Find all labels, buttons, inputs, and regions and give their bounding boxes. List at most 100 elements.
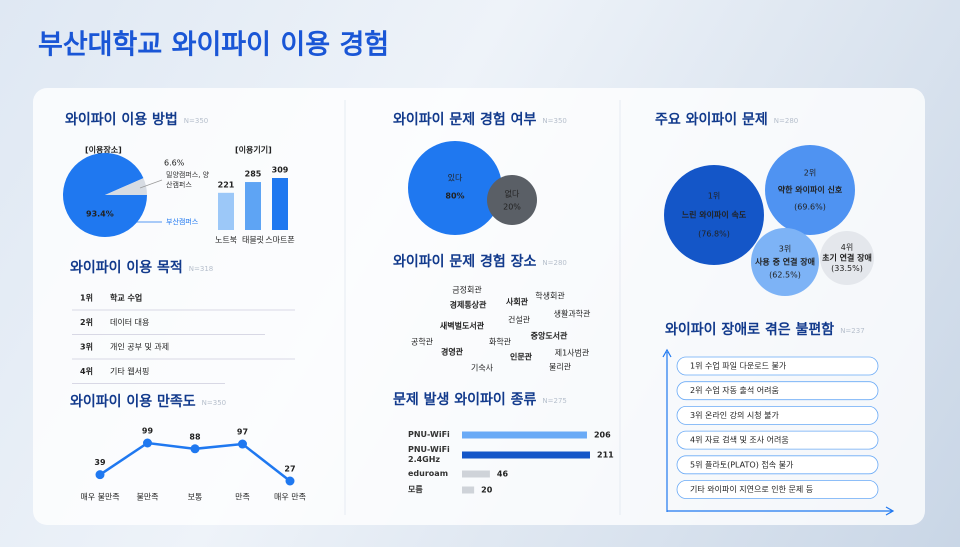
value-label: 39 <box>94 458 106 467</box>
x-tick-label: 만족 <box>235 493 250 502</box>
y-tick-label: 모름 <box>408 485 423 494</box>
item-text: 5위 플라토(PLATO) 접속 불가 <box>690 459 794 469</box>
bar <box>218 192 234 230</box>
value-label: 20 <box>481 486 493 495</box>
section-title: 와이파이 문제 경험 여부 <box>393 111 537 128</box>
section-title: 와이파이 장애로 겪은 불편함 <box>665 321 834 338</box>
x-tick-label: 불만족 <box>136 492 158 502</box>
rank: 2위 <box>80 317 93 327</box>
word: 경영관 <box>441 347 464 357</box>
value-label: 221 <box>218 180 235 189</box>
bar <box>245 182 261 230</box>
item-pill <box>676 381 879 401</box>
sample-size: N=350 <box>542 117 566 125</box>
sample-size: N=350 <box>184 117 208 125</box>
bar <box>462 431 587 439</box>
item-pill <box>676 480 879 499</box>
point <box>190 444 200 454</box>
chart-subtitle: [이용장소] <box>85 145 122 155</box>
problem-label: 느린 와이파이 속도 <box>682 210 747 220</box>
point <box>143 438 152 448</box>
sample-size: N=280 <box>774 117 798 125</box>
item-pill <box>676 405 879 425</box>
x-tick-label: 매우 불만족 <box>80 492 119 502</box>
item-pill <box>676 430 879 450</box>
bubble <box>408 141 502 235</box>
value-label: 206 <box>594 431 611 440</box>
value-label: 6.6% <box>164 159 185 168</box>
bubble-label: 있다 <box>448 173 463 183</box>
sample-size: N=275 <box>542 397 566 405</box>
bar <box>272 178 288 230</box>
word: 경제통상관 <box>450 300 487 310</box>
word: 물리관 <box>549 362 572 372</box>
bubble-value: 20% <box>503 203 521 212</box>
value-label: 99 <box>142 427 154 436</box>
word: 건설관 <box>508 315 531 325</box>
x-tick-label: 태블릿 <box>242 235 264 245</box>
x-tick-label: 매우 만족 <box>274 493 306 502</box>
purpose-item: 기타 웹서핑 <box>110 366 149 376</box>
value-label: 46 <box>497 470 509 479</box>
purpose-item: 데이터 대용 <box>110 317 149 327</box>
word: 공학관 <box>411 337 434 347</box>
purpose-item: 개인 공부 및 과제 <box>110 342 169 352</box>
word: 학생회관 <box>535 291 565 301</box>
item-text: 기타 와이파이 지연으로 인한 문제 등 <box>690 484 813 494</box>
sample-size: N=350 <box>202 399 226 407</box>
x-tick-label: 노트북 <box>215 236 237 245</box>
bubble <box>487 175 537 225</box>
word: 생활과학관 <box>554 309 591 319</box>
sample-size: N=237 <box>840 327 864 335</box>
value-label: 97 <box>237 428 248 437</box>
item-pill <box>676 356 879 376</box>
item-text: 1위 수업 파일 다운로드 불가 <box>690 361 787 371</box>
problem-share: (62.5%) <box>769 270 801 279</box>
bubble-value: 80% <box>445 192 464 201</box>
word: 중앙도서관 <box>531 331 568 341</box>
word: 새벽벌도서관 <box>440 321 485 331</box>
sample-size: N=280 <box>542 259 566 267</box>
problem-share: (33.5%) <box>831 264 863 273</box>
section-title: 와이파이 이용 목적 <box>70 259 183 276</box>
item-text: 4위 자료 검색 및 조사 어려움 <box>690 435 789 445</box>
bubble <box>664 165 764 265</box>
word: 기숙사 <box>471 364 494 373</box>
page-title: 부산대학교 와이파이 이용 경험 <box>38 30 389 61</box>
bar <box>462 451 590 459</box>
word: 사회관 <box>506 297 529 307</box>
point <box>238 439 247 449</box>
word: 금정회관 <box>452 285 482 295</box>
section-title: 와이파이 문제 경험 장소 <box>393 253 537 270</box>
category-label: 부산캠퍼스 <box>166 218 199 226</box>
y-tick-label: eduroam <box>408 469 449 478</box>
value-label: 27 <box>284 465 295 474</box>
bubble-label: 없다 <box>505 190 520 199</box>
rank: 3위 <box>779 245 791 254</box>
x-tick-label: 스마트폰 <box>265 236 294 245</box>
rank: 3위 <box>80 342 93 352</box>
section-title: 와이파이 이용 방법 <box>65 111 178 128</box>
rank: 4위 <box>841 243 853 252</box>
problem-label: 약한 와이파이 신호 <box>778 185 843 195</box>
value-label: 93.4% <box>86 210 114 219</box>
problem-share: (76.8%) <box>698 230 730 239</box>
value-label: 88 <box>189 432 201 441</box>
word: 제1사범관 <box>555 348 590 358</box>
bubble <box>751 228 819 296</box>
bubble <box>765 145 855 235</box>
chart-subtitle: [이용기기] <box>235 145 272 155</box>
point <box>285 476 295 486</box>
purpose-item: 학교 수업 <box>110 293 142 303</box>
problem-label: 사용 중 연결 장애 <box>755 257 815 267</box>
rank: 1위 <box>80 293 93 303</box>
sample-size: N=318 <box>189 265 213 273</box>
item-text: 2위 수업 자동 출석 어려움 <box>690 385 779 395</box>
item-text: 3위 온라인 강의 시청 불가 <box>690 410 780 420</box>
value-label: 211 <box>597 451 614 460</box>
point <box>95 470 105 480</box>
rank: 4위 <box>80 366 93 376</box>
y-tick-label: PNU-WiFi 2.4GHz <box>408 445 450 464</box>
value-label: 285 <box>245 170 262 179</box>
rank: 1위 <box>708 192 720 201</box>
